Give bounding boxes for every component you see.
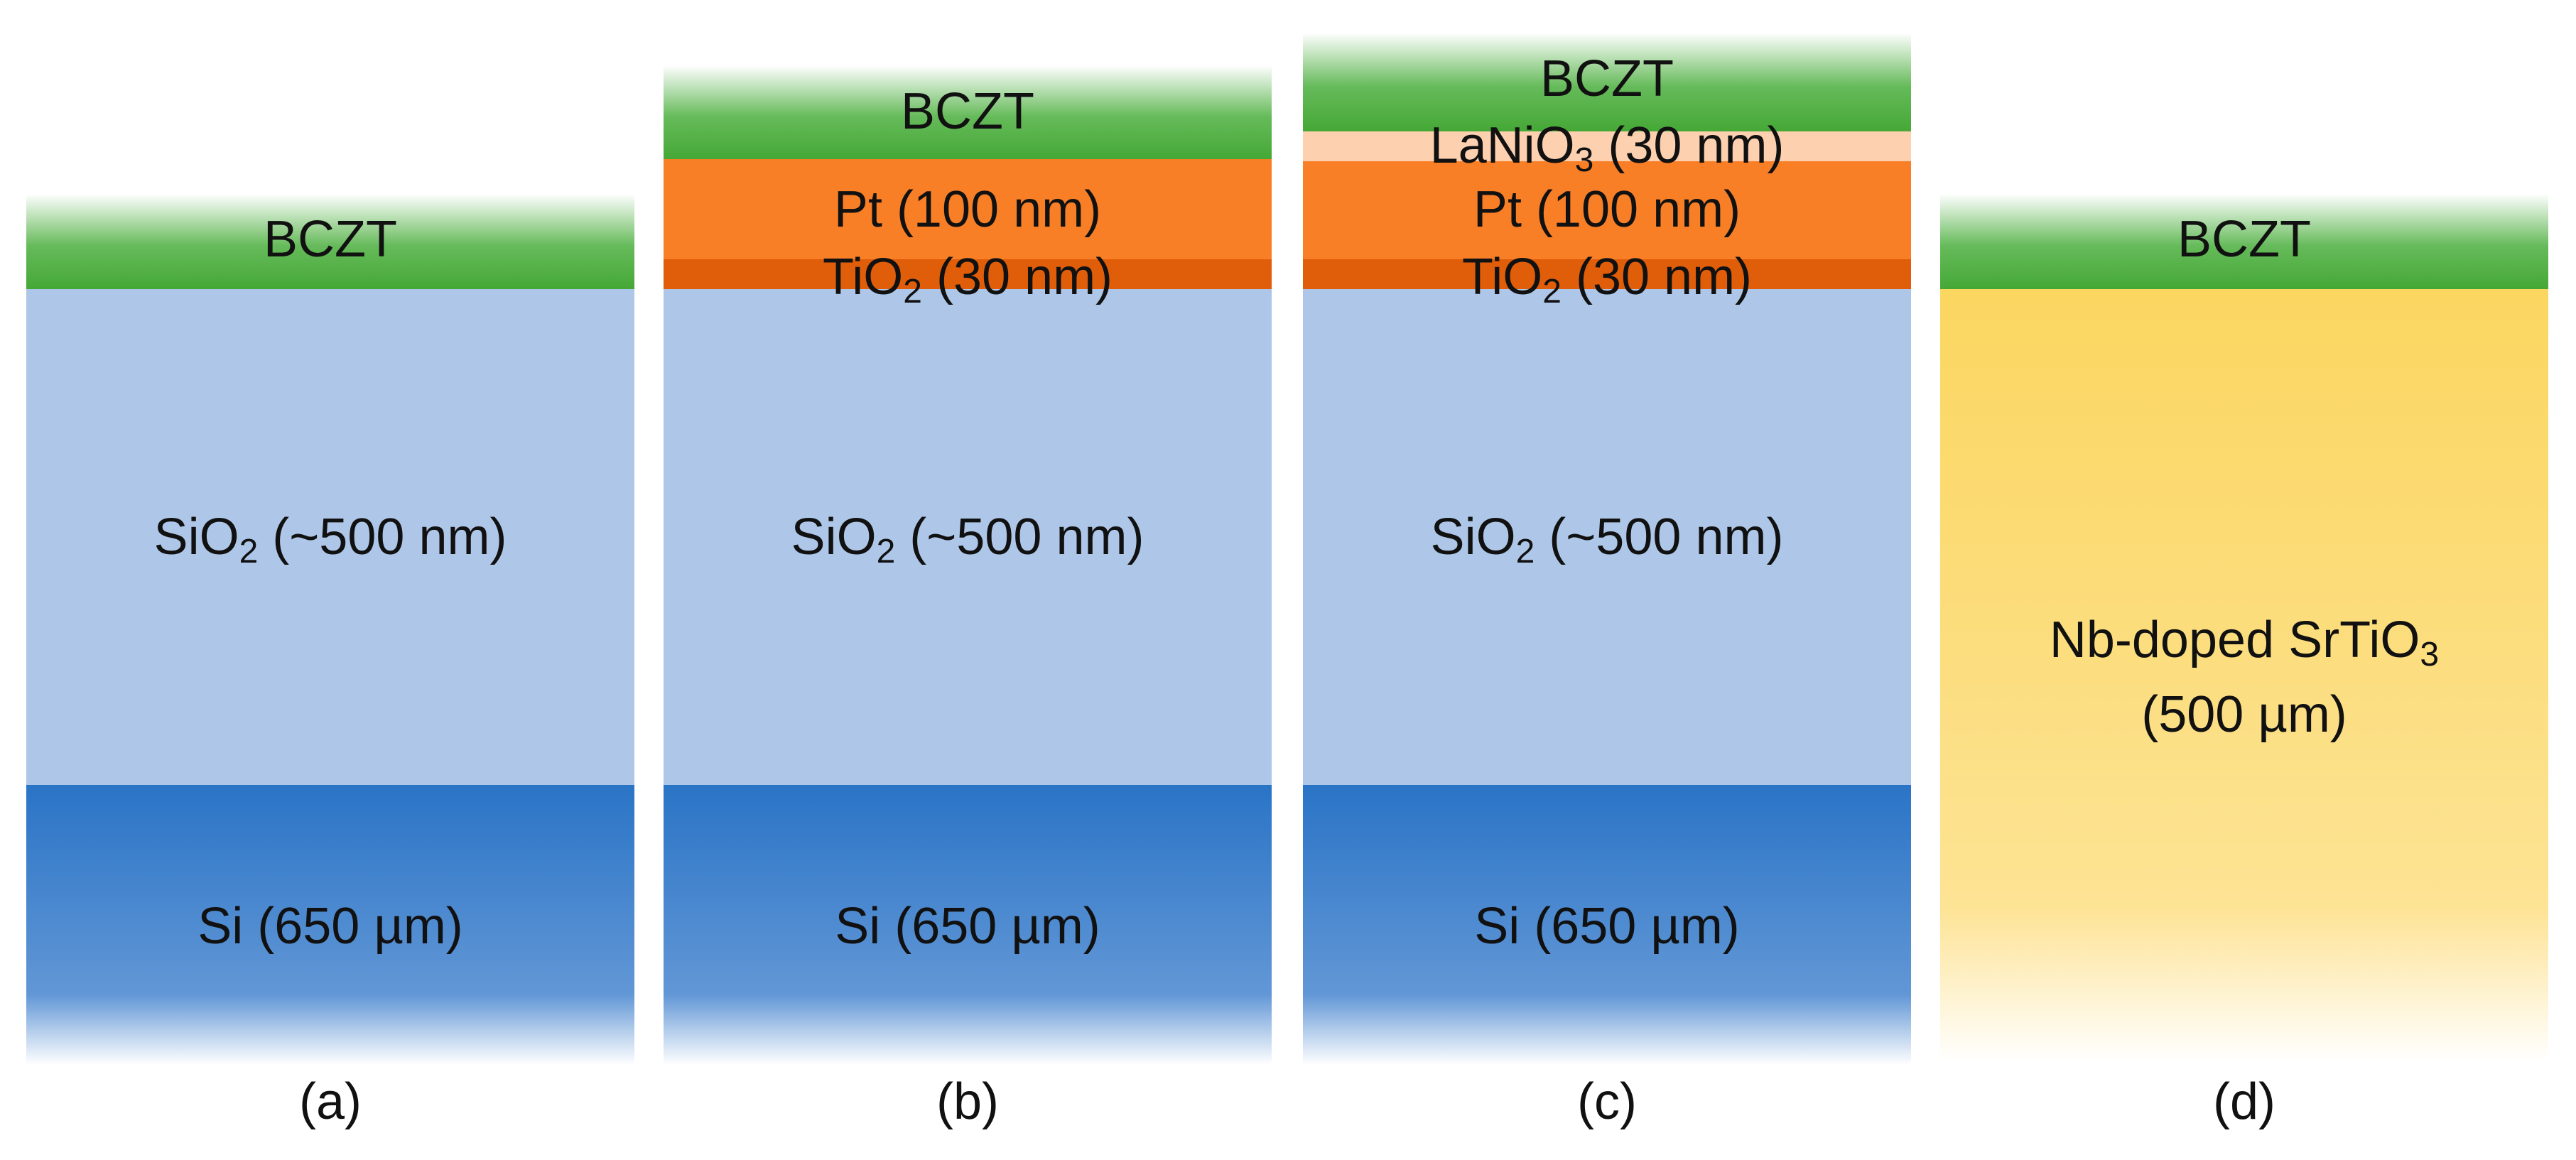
panel-caption: (a)	[299, 1073, 362, 1130]
layer	[1940, 194, 2548, 289]
layer	[26, 194, 634, 289]
layer	[664, 785, 1272, 1065]
layer	[1303, 785, 1911, 1065]
layer-label: Nb-doped SrTiO3	[2050, 612, 2439, 673]
layer	[664, 159, 1272, 259]
subscript: 3	[1575, 141, 1594, 179]
label-text: (~500 nm)	[258, 509, 507, 565]
label-text: SiO	[791, 509, 877, 565]
layer-label: LaNiO3 (30 nm)	[1430, 117, 1785, 179]
label-text: Pt (100 nm)	[1473, 181, 1741, 238]
layer-label: TiO2 (30 nm)	[823, 249, 1113, 310]
label-text: (500 µm)	[2141, 686, 2347, 743]
layer	[1303, 289, 1911, 785]
layer-label: TiO2 (30 nm)	[1462, 249, 1752, 310]
label-text: TiO	[1462, 249, 1542, 305]
panel-caption: (d)	[2213, 1073, 2275, 1130]
layer	[664, 289, 1272, 785]
label-text: (~500 nm)	[1535, 509, 1783, 565]
layer-label: SiO2 (~500 nm)	[1431, 509, 1784, 570]
label-text: (~500 nm)	[895, 509, 1144, 565]
layer-label: SiO2 (~500 nm)	[791, 509, 1144, 570]
layer	[1303, 131, 1911, 161]
label-text: SiO	[1431, 509, 1516, 565]
label-text: BCZT	[901, 83, 1034, 140]
subscript: 2	[1516, 533, 1535, 570]
label-text: BCZT	[2177, 211, 2311, 268]
layer	[1303, 259, 1911, 289]
subscript: 2	[1542, 273, 1562, 310]
panel-caption: (c)	[1577, 1073, 1637, 1130]
layer-label: Si (650 µm)	[1474, 898, 1740, 955]
label-text: TiO	[823, 249, 903, 305]
layer-label: Si (650 µm)	[835, 898, 1100, 955]
subscript: 2	[239, 533, 259, 570]
layer-label: SiO2 (~500 nm)	[154, 509, 507, 570]
layer-label: Pt (100 nm)	[834, 181, 1101, 238]
label-text: BCZT	[1540, 50, 1674, 107]
label-text: (30 nm)	[1562, 249, 1752, 305]
label-text: Pt (100 nm)	[834, 181, 1101, 238]
layer	[664, 259, 1272, 289]
layer	[1940, 289, 2548, 1062]
layer-label: BCZT	[2177, 211, 2311, 268]
subscript: 2	[903, 273, 922, 310]
layer	[1303, 161, 1911, 259]
layer-label: BCZT	[264, 211, 397, 268]
label-text: SiO	[154, 509, 239, 565]
layer	[26, 785, 634, 1065]
label-text: BCZT	[264, 211, 397, 268]
layer	[26, 289, 634, 785]
label-text: Nb-doped SrTiO	[2050, 612, 2420, 668]
layer	[664, 65, 1272, 159]
subscript: 2	[877, 533, 896, 570]
layer-label: Si (650 µm)	[197, 898, 463, 955]
layer-label: BCZT	[1540, 50, 1674, 107]
label-text: (30 nm)	[922, 249, 1113, 305]
subscript: 3	[2420, 636, 2439, 673]
panel-caption: (b)	[936, 1073, 999, 1130]
label-text: LaNiO	[1430, 117, 1575, 174]
label-text: (30 nm)	[1593, 117, 1784, 174]
layer-label: (500 µm)	[2141, 686, 2347, 743]
layer-label: BCZT	[901, 83, 1034, 140]
layer	[1303, 33, 1911, 131]
label-text: Si (650 µm)	[197, 898, 463, 955]
label-text: Si (650 µm)	[835, 898, 1100, 955]
label-text: Si (650 µm)	[1474, 898, 1740, 955]
layer-label: Pt (100 nm)	[1473, 181, 1741, 238]
